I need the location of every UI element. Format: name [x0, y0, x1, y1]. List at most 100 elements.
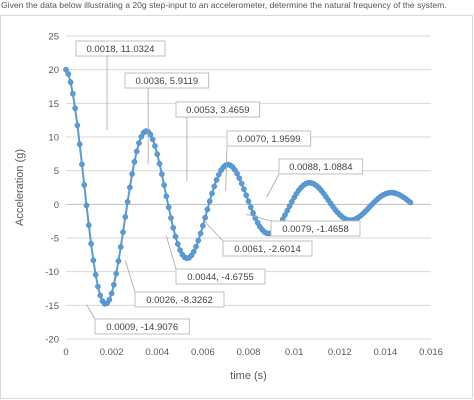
question-text: Given the data below illustrating a 20g …: [1, 0, 447, 10]
data-point: [247, 204, 254, 211]
data-point: [136, 140, 142, 146]
data-label: 0.0036, 5.9119: [135, 76, 198, 87]
y-axis-title: Acceleration (g): [14, 149, 26, 226]
data-point: [170, 224, 177, 231]
data-point: [92, 271, 99, 278]
y-tick-label: 25: [48, 32, 59, 43]
y-tick-label: -10: [45, 267, 59, 278]
data-label: 0.0044, -4.6755: [187, 272, 254, 283]
data-point: [243, 192, 250, 199]
data-point: [95, 283, 101, 290]
data-point: [124, 199, 131, 205]
y-tick-label: 20: [48, 65, 59, 76]
y-tick-label: -15: [45, 301, 59, 312]
data-point: [204, 206, 211, 213]
data-point: [122, 214, 129, 220]
x-tick-label: 0.008: [237, 347, 261, 358]
data-label: 0.0079, -1.4658: [282, 224, 349, 235]
data-point: [195, 237, 202, 244]
data-label-box: [226, 130, 312, 147]
data-point: [407, 199, 414, 206]
data-label-box: [175, 268, 266, 285]
data-label-box: [270, 220, 361, 237]
data-point: [88, 240, 94, 247]
data-point: [177, 247, 183, 253]
data-point: [163, 193, 170, 200]
data-point: [129, 171, 136, 177]
data-point: [215, 171, 222, 178]
data-point: [65, 71, 72, 77]
data-label: 0.0026, -8.3262: [146, 295, 213, 306]
data-label-box: [278, 158, 364, 175]
data-point: [115, 258, 122, 264]
data-point: [74, 122, 81, 129]
label-leader-line: [86, 304, 96, 320]
data-point: [238, 180, 245, 187]
data-point: [97, 292, 104, 299]
data-point: [241, 186, 247, 193]
data-point: [85, 222, 92, 229]
data-point: [106, 296, 113, 303]
x-tick-label: 0.01: [285, 347, 304, 358]
data-label-box: [94, 318, 190, 335]
data-label: 0.0018, 11.0324: [87, 44, 155, 55]
data-point: [113, 270, 120, 277]
data-point: [174, 241, 181, 247]
data-label: 0.0061, -2.6014: [234, 244, 301, 255]
x-tick-label: 0.014: [373, 347, 397, 358]
gridlines: [66, 35, 431, 340]
data-point: [286, 203, 293, 209]
label-leader-line: [124, 260, 136, 293]
acceleration-chart: -20 -15 -10 -5 0 5 10 15 20 25 0 0.002 0.004 0.006 0.0…: [14, 32, 443, 383]
data-point: [161, 182, 167, 188]
data-point: [83, 202, 90, 209]
data-point: [152, 143, 158, 149]
data-point: [133, 148, 140, 155]
data-point: [149, 136, 156, 143]
data-point: [202, 214, 209, 221]
data-label-box: [134, 291, 225, 308]
data-point: [234, 170, 240, 177]
data-point: [172, 233, 179, 240]
data-point: [127, 184, 133, 191]
data-point: [245, 198, 252, 205]
y-tick-label: -20: [45, 335, 59, 346]
data-label: 0.0088, 1.0884: [289, 162, 352, 173]
series-layer: [63, 66, 414, 307]
data-label-box: [175, 101, 261, 118]
data-point: [69, 90, 76, 97]
data-point: [282, 212, 288, 218]
data-point: [120, 229, 126, 235]
data-label-box: [75, 40, 166, 57]
data-point: [193, 243, 199, 250]
x-tick-label: 0.012: [328, 347, 352, 358]
data-point: [190, 248, 197, 255]
label-leader-line: [165, 235, 177, 270]
y-tick-label: 15: [48, 99, 59, 110]
data-point: [131, 158, 138, 165]
data-point: [72, 105, 78, 112]
data-point: [197, 230, 204, 237]
x-tick-label: 0.006: [191, 347, 215, 358]
data-point: [147, 131, 154, 138]
y-tick-label: 0: [54, 200, 59, 211]
data-label-box: [222, 240, 313, 257]
data-point: [63, 66, 69, 73]
data-point: [81, 182, 88, 188]
chart-frame: -20 -15 -10 -5 0 5 10 15 20 25 0 0.002 0.004 0.006 0.0…: [0, 15, 473, 399]
data-point: [108, 290, 115, 297]
label-leader-line: [246, 213, 272, 222]
data-point: [90, 257, 97, 264]
data-point: [79, 161, 85, 168]
y-tick-label: 5: [54, 166, 59, 177]
data-point: [200, 222, 206, 229]
x-tick-label: 0.004: [145, 347, 169, 358]
y-tick-label: -5: [51, 234, 59, 245]
data-point: [156, 160, 163, 167]
x-tick-label: 0: [63, 347, 68, 358]
data-label-box: [124, 72, 210, 89]
x-tick-label: 0.002: [100, 347, 124, 358]
x-tick-label: 0.016: [419, 347, 443, 358]
x-axis-title: time (s): [230, 370, 267, 382]
data-label: 0.0070, 1.9599: [237, 134, 300, 145]
